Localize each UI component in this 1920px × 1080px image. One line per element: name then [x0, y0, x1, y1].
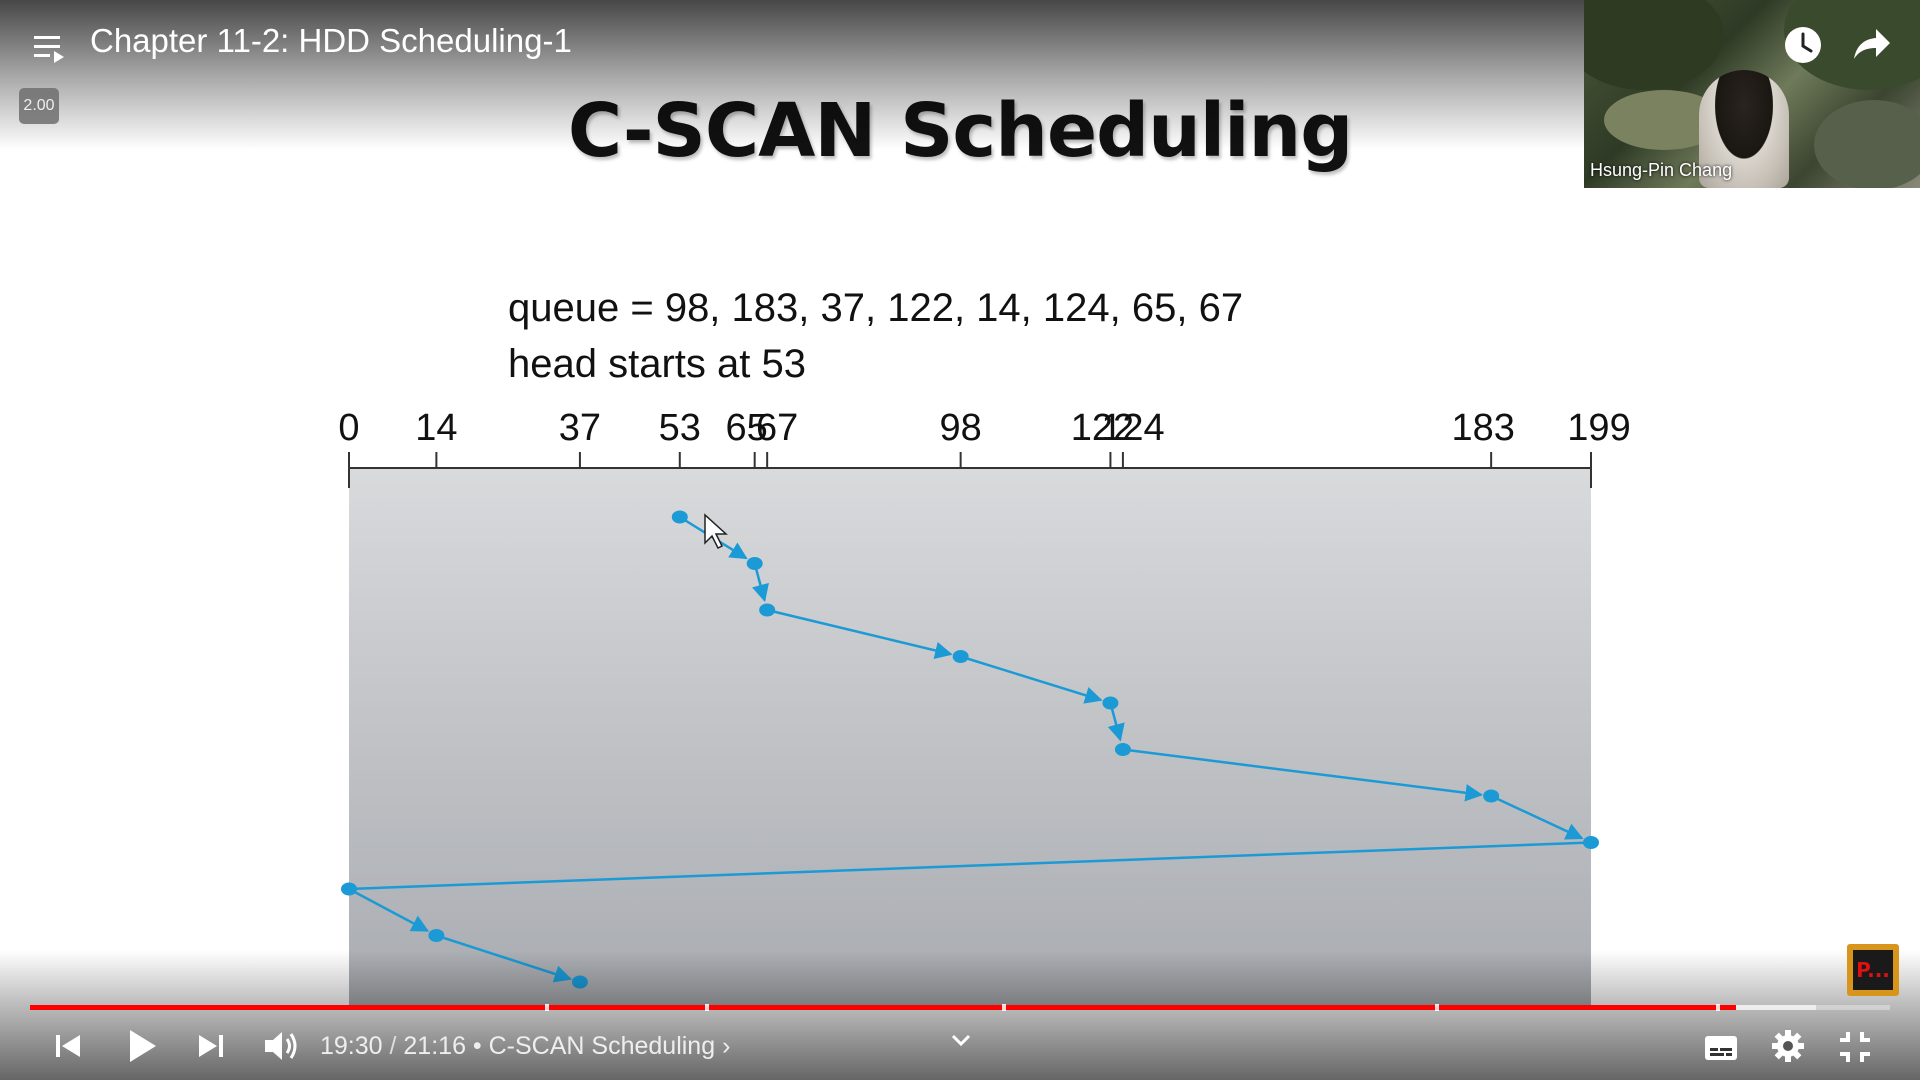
seek-point: [428, 929, 445, 942]
play-icon[interactable]: [124, 1027, 160, 1069]
clock-icon[interactable]: [1783, 25, 1823, 69]
volume-icon[interactable]: [262, 1028, 300, 1068]
seek-point: [1102, 696, 1119, 710]
seek-segment: [1122, 748, 1483, 802]
video-title[interactable]: Chapter 11-2: HDD Scheduling-1: [90, 22, 572, 59]
x-tick-label: 0: [338, 407, 359, 449]
seek-point: [952, 650, 969, 663]
watermark-text: P...: [1853, 950, 1893, 990]
seek-segment: [348, 887, 430, 932]
x-tick-label: 53: [659, 407, 701, 449]
chapter-separator: •: [465, 1032, 489, 1060]
seek-segment: [960, 655, 1103, 704]
x-tick-label: 14: [415, 407, 457, 449]
current-time: 19:30: [320, 1032, 383, 1060]
exit-fullscreen-icon[interactable]: [1838, 1030, 1872, 1068]
time-separator: /: [382, 1032, 404, 1060]
share-icon[interactable]: [1852, 27, 1892, 67]
skip-next-icon[interactable]: [195, 1030, 227, 1066]
chevron-down-icon[interactable]: [950, 1032, 972, 1052]
seek-point: [341, 882, 357, 896]
seek-point: [746, 557, 763, 570]
x-tick-label: 67: [756, 407, 798, 449]
progress-played: [30, 1005, 1736, 1010]
queue-line: queue = 98, 183, 37, 122, 14, 124, 65, 6…: [508, 286, 1244, 330]
playback-speed-badge: 2.00: [19, 88, 59, 124]
plot-area: [349, 468, 1591, 1008]
playlist-icon[interactable]: [32, 30, 68, 66]
skip-previous-icon[interactable]: [52, 1030, 84, 1066]
duration: 21:16: [403, 1032, 466, 1060]
chapter-marker: [545, 1004, 549, 1011]
x-tick-label: 65: [726, 407, 768, 449]
chapter-marker: [1716, 1004, 1720, 1011]
subtitles-icon[interactable]: [1704, 1034, 1738, 1066]
x-tick-label: 183: [1451, 407, 1514, 449]
chapter-marker: [705, 1004, 709, 1011]
gear-icon[interactable]: [1771, 1029, 1805, 1067]
seek-segment: [1490, 794, 1584, 840]
seek-segment: [766, 608, 953, 659]
mouse-cursor: [704, 513, 728, 550]
chapter-marker: [1435, 1004, 1439, 1011]
x-tick-label: 122: [1071, 407, 1134, 449]
presenter-name: Hsung-Pin Chang: [1590, 160, 1733, 180]
seek-point: [1483, 789, 1500, 803]
chapter-link[interactable]: C-SCAN Scheduling: [488, 1032, 716, 1060]
time-display: 19:30 / 21:16 • C-SCAN Scheduling ›: [320, 1032, 730, 1061]
chapter-marker: [1002, 1004, 1006, 1011]
head-start-line: head starts at 53: [508, 342, 806, 386]
bottom-overlay: [0, 950, 1920, 1080]
seek-point: [759, 603, 776, 617]
seek-point: [671, 510, 688, 524]
return-sweep-line: [348, 841, 1592, 891]
webcam-overlay: Hsung-Pin Chang: [1584, 0, 1920, 188]
seek-point: [1583, 836, 1599, 849]
x-tick-label: 199: [1567, 407, 1630, 449]
channel-watermark[interactable]: P...: [1847, 944, 1899, 996]
seek-point: [1114, 743, 1131, 756]
x-tick-label: 98: [939, 407, 981, 449]
chapter-arrow[interactable]: ›: [715, 1032, 731, 1060]
x-tick-label: 37: [559, 407, 601, 449]
x-tick-label: 124: [1101, 407, 1164, 449]
presenter-image: [1699, 70, 1789, 188]
